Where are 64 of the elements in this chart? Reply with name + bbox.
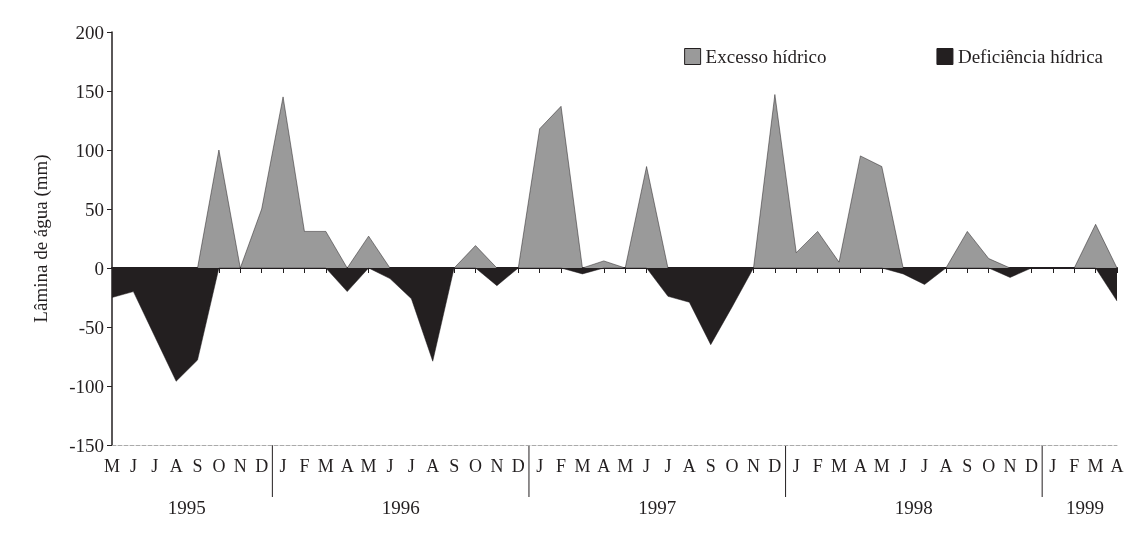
x-tick-label: J — [129, 456, 137, 476]
text: 1998 — [894, 496, 933, 518]
x-tick-label: O — [212, 456, 226, 476]
x-tick-label: N — [746, 456, 760, 476]
x-tick-label: S — [705, 456, 716, 476]
legend-label: Excesso hídrico — [705, 46, 827, 67]
x-tick-label: A — [340, 456, 354, 476]
x-tick-label: O — [469, 456, 483, 476]
x-tick-label: A — [169, 456, 183, 476]
y-tick-label: 100 — [75, 139, 104, 161]
text: 1997 — [638, 496, 677, 518]
x-tick-label: A — [597, 456, 611, 476]
y-tick-label: 150 — [75, 80, 104, 102]
x-tick-label: M — [873, 456, 890, 476]
legend-label: Deficiência hídrica — [957, 46, 1104, 67]
x-tick-label: M — [317, 456, 334, 476]
x-tick-label: D — [511, 456, 525, 476]
x-tick-label: J — [792, 456, 800, 476]
x-tick-label: D — [1024, 456, 1038, 476]
x-tick-label: J — [899, 456, 907, 476]
x-tick-label: A — [682, 456, 696, 476]
x-tick-label: J — [279, 456, 287, 476]
x-tick-label: F — [556, 456, 567, 476]
text: 1995 — [167, 496, 206, 518]
x-tick-label: N — [1003, 456, 1017, 476]
x-tick-label: J — [536, 456, 544, 476]
x-tick-label: A — [426, 456, 440, 476]
x-tick-label: J — [151, 456, 159, 476]
y-tick-label: 0 — [94, 257, 104, 279]
x-tick-label: J — [921, 456, 929, 476]
x-tick-label: O — [982, 456, 996, 476]
y-tick-label: 200 — [75, 21, 104, 43]
x-tick-label: A — [853, 456, 867, 476]
y-axis-title: Lâmina de água (mm) — [30, 154, 52, 323]
text: 1996 — [381, 496, 420, 518]
x-tick-label: S — [449, 456, 460, 476]
x-tick-label: J — [664, 456, 672, 476]
x-tick-label: D — [255, 456, 269, 476]
x-tick-label: M — [831, 456, 848, 476]
x-tick-label: J — [407, 456, 415, 476]
text: 1999 — [1065, 496, 1104, 518]
x-tick-label: F — [812, 456, 823, 476]
x-tick-label: N — [233, 456, 247, 476]
x-tick-label: D — [768, 456, 782, 476]
y-tick-label: -150 — [69, 434, 104, 456]
x-tick-label: J — [643, 456, 651, 476]
x-tick-label: F — [1069, 456, 1080, 476]
x-tick-label: J — [1049, 456, 1057, 476]
x-tick-label: M — [360, 456, 377, 476]
x-tick-label: F — [299, 456, 310, 476]
y-tick-label: -100 — [69, 375, 104, 397]
x-tick-label: A — [1110, 456, 1124, 476]
x-tick-label: O — [725, 456, 739, 476]
x-tick-label: A — [939, 456, 953, 476]
x-tick-label: M — [574, 456, 591, 476]
x-tick-label: N — [490, 456, 504, 476]
y-tick-label: -50 — [78, 316, 104, 338]
x-tick-label: J — [386, 456, 394, 476]
x-tick-label: M — [1087, 456, 1104, 476]
x-tick-label: M — [617, 456, 634, 476]
x-tick-label: S — [192, 456, 203, 476]
x-tick-label: M — [103, 456, 121, 476]
x-tick-label: S — [962, 456, 973, 476]
y-tick-label: 50 — [85, 198, 104, 220]
